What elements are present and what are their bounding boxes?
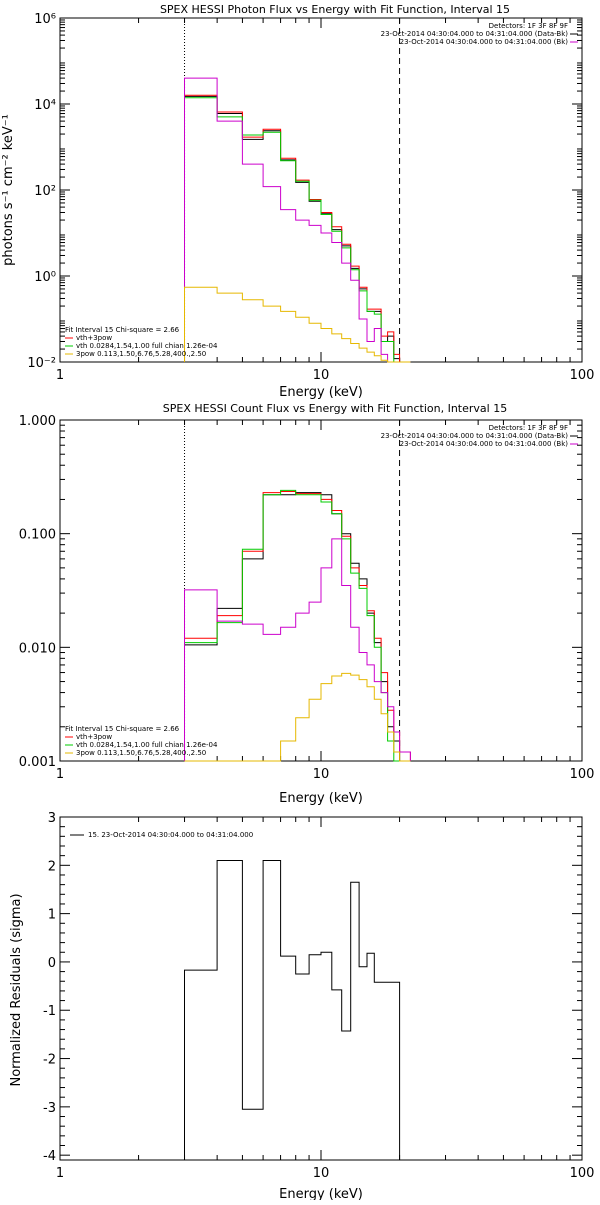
series-line-3 — [184, 538, 411, 761]
legend-left-entry: Fit Interval 15 Chi-square = 2.66 — [65, 326, 180, 334]
legend-left-entry: Fit Interval 15 Chi-square = 2.66 — [65, 725, 180, 733]
y-tick-label: -1 — [43, 1004, 56, 1019]
x-tick-label: 1 — [56, 368, 64, 383]
x-tick-label: 10 — [313, 1166, 330, 1181]
x-tick-label: 100 — [570, 368, 595, 383]
legend-left-entry: 3pow 0.113,1.50,6.76,5.28,400.,2.50 — [76, 350, 206, 358]
y-tick-label: 10⁻² — [27, 356, 56, 371]
y-tick-label: 1.000 — [19, 414, 56, 429]
residuals-panel: 1 10 100 -4 -3 -2 -1 0 1 2 3 Energy (keV) Normaliz… — [9, 811, 595, 1202]
legend-right-entry: Detectors: 1F 3F 8F 9F — [489, 424, 568, 432]
y-axis-label: photons s⁻¹ cm⁻² keV⁻¹ — [1, 114, 16, 266]
series-line-2 — [184, 97, 411, 363]
series-line-4 — [184, 286, 411, 363]
legend-left-entry: vth 0.0284,1.54,1.00 full chian 1.26e-04 — [76, 342, 218, 350]
y-tick-label: 10⁴ — [34, 98, 56, 113]
x-tick-label: 1 — [56, 767, 64, 782]
y-tick-label: 0.010 — [19, 641, 56, 656]
x-tick-label: 10 — [313, 368, 330, 383]
x-tick-label: 100 — [570, 767, 595, 782]
legend-right-entry: 23-Oct-2014 04:30:04.000 to 04:31:04.000… — [381, 432, 569, 440]
legend-right-entry: 23-Oct-2014 04:30:04.000 to 04:31:04.000… — [400, 38, 569, 46]
y-tick-label: -3 — [43, 1101, 56, 1116]
legend-left-entry: vth 0.0284,1.54,1.00 full chian 1.26e-04 — [76, 741, 218, 749]
y-tick-label: 10⁶ — [34, 12, 56, 27]
y-tick-label: 0 — [48, 956, 56, 971]
series-line-1 — [184, 94, 411, 363]
legend-left-entry: vth+3pow — [76, 334, 112, 342]
y-tick-label: 2 — [48, 859, 56, 874]
x-tick-label: 100 — [570, 1166, 595, 1181]
legend-left-entry: vth+3pow — [76, 733, 112, 741]
series-line-3 — [184, 77, 411, 363]
panel-title: SPEX HESSI Photon Flux vs Energy with Fi… — [160, 3, 510, 16]
x-axis-label: Energy (keV) — [279, 791, 363, 806]
y-tick-label: 10² — [34, 184, 56, 199]
y-tick-label: 0.001 — [19, 755, 56, 770]
legend-right-entry: 23-Oct-2014 04:30:04.000 to 04:31:04.000… — [400, 440, 569, 448]
y-tick-label: -4 — [43, 1149, 56, 1164]
y-tick-label: -2 — [43, 1053, 56, 1068]
legend-left-entry: 15. 23-Oct-2014 04:30:04.000 to 04:31:04… — [88, 831, 253, 839]
x-axis-label: Energy (keV) — [279, 385, 363, 400]
x-tick-label: 10 — [313, 767, 330, 782]
count-flux-panel: SPEX HESSI Count Flux vs Energy with Fit… — [19, 402, 595, 806]
legend-left-entry: 3pow 0.113,1.50,6.76,5.28,400.,2.50 — [76, 749, 206, 757]
x-tick-label: 1 — [56, 1166, 64, 1181]
legend-right-entry: Detectors: 1F 3F 8F 9F — [489, 22, 568, 30]
series-line-0 — [184, 860, 401, 1160]
series-line-4 — [184, 672, 411, 762]
x-axis-label: Energy (keV) — [279, 1187, 363, 1200]
y-tick-label: 3 — [48, 811, 56, 826]
y-axis-label: Normalized Residuals (sigma) — [9, 893, 24, 1086]
panel-title: SPEX HESSI Count Flux vs Energy with Fit… — [163, 402, 507, 415]
y-tick-label: 10⁰ — [34, 270, 56, 285]
photon-flux-panel: SPEX HESSI Photon Flux vs Energy with Fi… — [1, 3, 594, 400]
series-line-0 — [184, 95, 411, 363]
y-tick-label: 1 — [48, 908, 56, 923]
y-tick-label: 0.100 — [19, 528, 56, 543]
legend-right-entry: 23-Oct-2014 04:30:04.000 to 04:31:04.000… — [381, 30, 569, 38]
